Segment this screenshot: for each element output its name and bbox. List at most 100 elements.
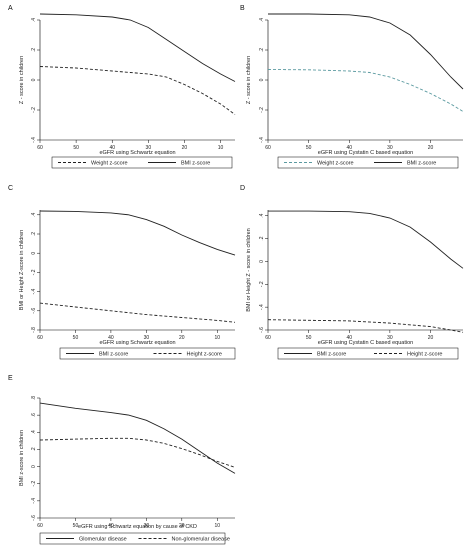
y-tick-label: 0 (31, 78, 37, 81)
x-axis-label: eGFR using Cystatin C based equation (318, 150, 413, 156)
legend (277, 156, 459, 169)
y-tick-label: .4 (31, 18, 37, 22)
series-line-bmi-z-score (268, 13, 464, 90)
y-tick-label: .2 (259, 236, 265, 240)
x-tick-label: 60 (265, 335, 271, 341)
legend-entry: Glomerular disease (79, 537, 127, 543)
panel-label: B (240, 5, 245, 12)
y-tick-label: -.2 (31, 269, 37, 275)
series-line-height-z-score (39, 302, 236, 323)
x-tick-label: 40 (108, 335, 114, 341)
y-axis-label: BMI z-score in children (19, 430, 25, 486)
legend (277, 347, 459, 360)
y-tick-label: -.6 (259, 327, 265, 333)
y-tick-label: .4 (259, 18, 265, 22)
chart-panel-e: E 60 50 40 30 20 10 -.6 -.4 -.2 0 .2 .4 .6 .8 eGFR usin… (8, 375, 236, 545)
y-axis-label: Z - score in children (246, 56, 252, 104)
y-axis-label: BMI or Height Z-score in children (19, 230, 25, 310)
x-axis-label: eGFR using Schwartz equation (99, 340, 175, 346)
series-line-weight-z-score (267, 69, 464, 112)
x-tick-label: 20 (179, 335, 185, 341)
panel-label: C (8, 185, 13, 192)
legend-entry: Weight z-score (317, 161, 354, 167)
legend-entry: Height z-score (187, 352, 222, 358)
y-tick-label: -.2 (31, 481, 37, 487)
legend (59, 347, 236, 360)
series-line-weight-z-score (39, 66, 236, 115)
chart-panel-c: C 60 50 40 30 20 10 -.8 -.6 -.4 -.2 0 .2 .4 eGFR using… (8, 185, 236, 360)
legend-entry: Weight z-score (91, 161, 128, 167)
y-tick-label: -.2 (259, 107, 265, 113)
x-tick-label: 20 (428, 335, 434, 341)
panel-label: A (8, 5, 13, 12)
y-tick-label: -.2 (31, 107, 37, 113)
x-tick-label: 20 (428, 145, 434, 151)
y-tick-label: -.6 (31, 308, 37, 314)
y-axis-label: BMI or Height Z - score in children (246, 228, 252, 311)
series-line-glomerular-disease (39, 402, 236, 474)
legend-entry: BMI z-score (181, 161, 210, 167)
y-tick-label: -.4 (31, 288, 37, 294)
x-tick-label: 50 (73, 523, 79, 529)
x-tick-label: 30 (144, 523, 150, 529)
x-tick-label: 20 (182, 145, 188, 151)
x-tick-label: 10 (214, 335, 220, 341)
panel-label: E (8, 375, 13, 382)
chart-panel-a: A 60 50 40 30 20 10 -.4 -.2 0 .2 .4 eGFR using Schwa… (8, 5, 236, 169)
legend-entry: BMI z-score (317, 352, 346, 358)
series-line-height-z-score (267, 319, 464, 333)
series-line-non-glomerular-disease (39, 437, 236, 468)
panel-label: D (240, 185, 245, 192)
x-tick-label: 30 (387, 145, 393, 151)
x-tick-label: 40 (346, 335, 352, 341)
x-tick-label: 10 (214, 523, 220, 529)
y-tick-label: -.4 (31, 137, 37, 143)
x-tick-label: 40 (108, 523, 114, 529)
y-tick-label: -.4 (31, 498, 37, 504)
x-tick-label: 10 (218, 145, 224, 151)
x-axis-label: eGFR using Schwartz equation (99, 150, 175, 156)
series-line-bmi-z-score (268, 210, 464, 269)
y-tick-label: .4 (31, 212, 37, 216)
chart-panel-d: D 60 50 40 30 20 -.6 -.4 -.2 0 .2 .4 eGFR using Cyst… (240, 185, 464, 360)
x-tick-label: 60 (265, 145, 271, 151)
y-tick-label: -.6 (31, 515, 37, 521)
legend-entry: Height z-score (407, 352, 442, 358)
x-tick-label: 40 (109, 145, 115, 151)
x-tick-label: 20 (179, 523, 185, 529)
y-tick-label: 0 (31, 252, 37, 255)
x-tick-label: 60 (37, 335, 43, 341)
legend-entry: BMI z-score (407, 161, 436, 167)
y-tick-label: .2 (31, 232, 37, 236)
chart-panel-b: B 60 50 40 30 20 -.4 -.2 0 .2 .4 eGFR using Cystati… (240, 5, 464, 169)
y-tick-label: -.2 (259, 281, 265, 287)
y-tick-label: .2 (31, 447, 37, 451)
y-tick-label: .2 (31, 48, 37, 52)
y-tick-label: 0 (259, 260, 265, 263)
x-tick-label: 50 (306, 145, 312, 151)
y-tick-label: -.4 (259, 304, 265, 310)
y-tick-label: .2 (259, 48, 265, 52)
y-tick-label: .8 (31, 396, 37, 400)
x-tick-label: 50 (73, 145, 79, 151)
y-axis-label: Z - score in children (19, 56, 25, 104)
legend-entry: Non-glomerular disease (172, 537, 230, 543)
y-tick-label: -.4 (259, 137, 265, 143)
x-tick-label: 30 (146, 145, 152, 151)
x-tick-label: 30 (387, 335, 393, 341)
y-tick-label: .4 (31, 430, 37, 434)
legend (39, 532, 226, 545)
x-tick-label: 30 (144, 335, 150, 341)
x-tick-label: 50 (73, 335, 79, 341)
x-axis-label: eGFR using Cystatin C based equation (318, 340, 413, 346)
legend (51, 156, 233, 169)
series-line-bmi-z-score (39, 210, 236, 256)
y-tick-label: 0 (259, 78, 265, 81)
x-tick-label: 60 (37, 145, 43, 151)
x-tick-label: 60 (37, 523, 43, 529)
y-tick-label: 0 (31, 465, 37, 468)
x-tick-label: 50 (306, 335, 312, 341)
y-tick-label: -.8 (31, 327, 37, 333)
y-tick-label: .6 (31, 413, 37, 417)
